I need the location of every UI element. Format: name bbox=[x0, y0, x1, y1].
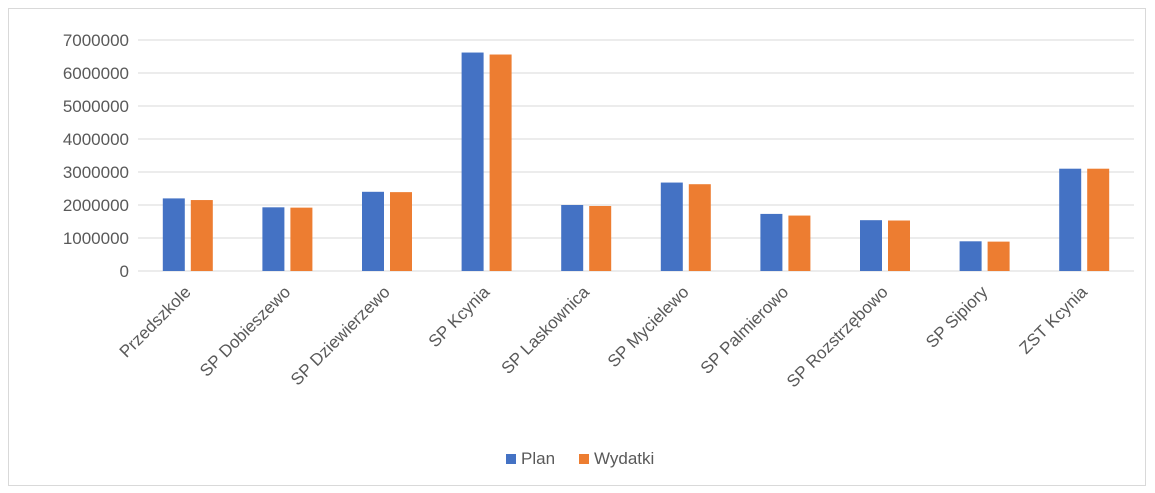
bar-plan-1 bbox=[162, 198, 185, 271]
x-category-label: SP Kcynia bbox=[425, 282, 494, 351]
y-tick-label: 1000000 bbox=[63, 229, 129, 248]
y-axis-tick-labels: 0 1000000 2000000 3000000 4000000 5000000 6000… bbox=[63, 31, 129, 281]
y-tick-label: 2000000 bbox=[63, 196, 129, 215]
x-category-label: SP Laskownica bbox=[498, 282, 594, 378]
y-tick-label: 4000000 bbox=[63, 130, 129, 149]
bars bbox=[162, 52, 1110, 271]
bar-wydatki-4 bbox=[489, 54, 512, 271]
x-category-label: SP Mycielewo bbox=[604, 282, 693, 371]
bar-wydatki-9 bbox=[987, 241, 1010, 271]
chart-frame: 0 1000000 2000000 3000000 4000000 5000000 6000… bbox=[8, 8, 1146, 486]
bar-plan-6 bbox=[660, 182, 683, 271]
x-category-label: SP Dobieszewo bbox=[196, 282, 294, 380]
x-category-label: Przedszkole bbox=[116, 282, 195, 361]
legend-swatch-wydatki bbox=[579, 454, 589, 464]
gridlines bbox=[138, 39, 1134, 272]
bar-wydatki-1 bbox=[190, 200, 213, 271]
x-category-label: SP Palmierowo bbox=[697, 282, 792, 377]
y-tick-label: 7000000 bbox=[63, 31, 129, 50]
bar-wydatki-8 bbox=[888, 220, 910, 271]
y-tick-label: 0 bbox=[120, 262, 129, 281]
bar-plan-10 bbox=[1059, 168, 1082, 271]
bar-plan-3 bbox=[362, 191, 384, 271]
legend-label-plan: Plan bbox=[521, 449, 555, 468]
bar-wydatki-10 bbox=[1087, 168, 1110, 271]
x-category-label: SP Sipiory bbox=[922, 282, 992, 352]
bar-plan-2 bbox=[262, 207, 285, 271]
y-tick-label: 5000000 bbox=[63, 97, 129, 116]
y-tick-label: 3000000 bbox=[63, 163, 129, 182]
y-tick-label: 6000000 bbox=[63, 64, 129, 83]
bar-plan-4 bbox=[461, 52, 484, 271]
bar-wydatki-5 bbox=[589, 205, 612, 271]
bar-wydatki-6 bbox=[688, 184, 711, 271]
x-category-label: ZST Kcynia bbox=[1016, 282, 1092, 358]
bar-wydatki-2 bbox=[290, 207, 313, 271]
bar-plan-7 bbox=[760, 213, 783, 271]
legend-label-wydatki: Wydatki bbox=[594, 449, 654, 468]
legend-swatch-plan bbox=[506, 454, 516, 464]
bar-plan-5 bbox=[561, 205, 584, 271]
bar-wydatki-7 bbox=[788, 215, 811, 271]
x-category-label: SP Rozstrzębowo bbox=[783, 282, 892, 391]
bar-plan-8 bbox=[860, 220, 882, 271]
bar-wydatki-3 bbox=[390, 192, 412, 271]
bar-chart: 0 1000000 2000000 3000000 4000000 5000000 6000… bbox=[63, 31, 1134, 468]
x-category-label: SP Dziewierzewo bbox=[287, 282, 394, 389]
bar-plan-9 bbox=[959, 241, 982, 271]
legend: Plan Wydatki bbox=[506, 449, 654, 468]
